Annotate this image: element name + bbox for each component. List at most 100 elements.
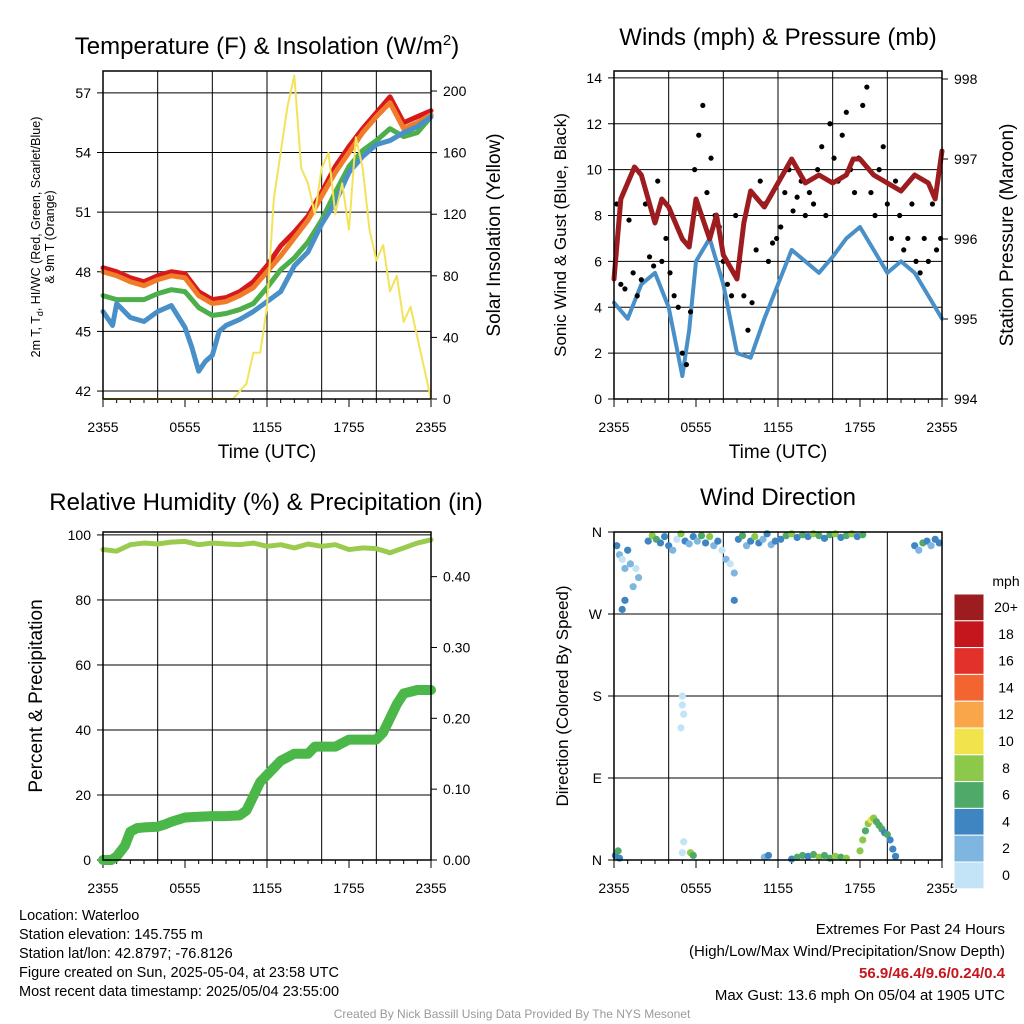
legend-label: 12 xyxy=(998,706,1014,722)
direction-point xyxy=(804,852,812,860)
x-tick-label: 1155 xyxy=(763,419,793,435)
direction-point xyxy=(618,555,626,563)
direction-point xyxy=(815,853,823,861)
winds-xlabel: Time (UTC) xyxy=(729,442,828,463)
gust-point xyxy=(749,300,755,306)
direction-point xyxy=(771,537,779,545)
y2-tick-label: 40 xyxy=(443,329,459,345)
gust-point xyxy=(802,212,808,219)
gust-point xyxy=(671,293,677,299)
temp-ylabel-left-2: & 9m T (Orange) xyxy=(43,190,57,283)
gust-point xyxy=(864,84,870,90)
gust-point xyxy=(745,327,751,333)
direction-point xyxy=(891,852,900,860)
x-tick-label: 1155 xyxy=(763,880,793,896)
direction-point xyxy=(889,845,897,853)
direction-point xyxy=(820,851,829,860)
gust-point xyxy=(884,201,890,207)
gust-point xyxy=(774,235,780,242)
x-tick-label: 1755 xyxy=(844,880,875,896)
speed-legend: mph 20+ 18 16 14 12 10 8 6 4 2 0 xyxy=(953,573,1020,890)
direction-point xyxy=(726,560,734,568)
temp-series-line xyxy=(100,114,434,319)
direction-point xyxy=(680,710,688,718)
legend-swatch xyxy=(953,781,985,809)
direction-point xyxy=(678,692,686,700)
x-tick-label: 1755 xyxy=(844,419,875,435)
y-tick-label: 54 xyxy=(75,145,91,161)
y2-tick-label: 0.40 xyxy=(443,569,470,585)
y-tick-label: 60 xyxy=(75,657,91,673)
y2-tick-label: 995 xyxy=(954,311,978,327)
gust-point xyxy=(769,240,776,246)
info-created: Figure created on Sun, 2025-05-04, at 23… xyxy=(19,965,339,981)
gust-point xyxy=(876,167,882,173)
y2-tick-label: 120 xyxy=(443,206,467,222)
gust-point xyxy=(827,121,833,127)
station-info: Location: Waterloo Station elevation: 14… xyxy=(19,907,339,1002)
direction-point xyxy=(837,853,845,861)
direction-point xyxy=(730,596,738,604)
y2-tick-label: 996 xyxy=(954,231,978,247)
gust-point xyxy=(778,224,784,230)
dir-ylabel-left: Direction (Colored By Speed) xyxy=(553,585,572,806)
y2-tick-label: 80 xyxy=(443,268,459,284)
winds-ylabel-right: Station Pressure (Maroon) xyxy=(997,124,1018,347)
direction-point xyxy=(689,851,697,860)
winds-title: Winds (mph) & Pressure (mb) xyxy=(619,24,936,51)
direction-point xyxy=(793,853,801,861)
gust-point xyxy=(687,309,694,315)
gust-point xyxy=(655,178,661,184)
gust-point xyxy=(700,102,706,109)
y-tick-label: 57 xyxy=(75,85,91,101)
direction-point xyxy=(718,546,726,554)
direction-point xyxy=(820,534,829,542)
direction-point xyxy=(861,827,870,835)
info-latlon: Station lat/lon: 42.8797; -76.8126 xyxy=(19,946,233,962)
info-recent: Most recent data timestamp: 2025/05/04 2… xyxy=(19,984,340,1000)
y-tick-label: 8 xyxy=(594,208,602,224)
extremes-subtitle: (High/Low/Max Wind/Precipitation/Snow De… xyxy=(689,943,1005,960)
gust-point xyxy=(753,247,759,253)
y-tick-label: 10 xyxy=(586,162,602,178)
direction-point xyxy=(777,535,785,543)
x-tick-label: 1155 xyxy=(252,880,282,896)
legend-swatch xyxy=(953,593,985,622)
legend-swatch xyxy=(953,700,985,729)
direction-point xyxy=(799,851,807,860)
direction-point xyxy=(883,830,891,839)
winds-panel: 2355 0555 1155 1755 2355 0 2 4 6 8 10 12 14 994 995 996… xyxy=(586,70,977,435)
y2-tick-label: 0.20 xyxy=(443,710,470,726)
direction-point xyxy=(751,532,759,541)
legend-swatch xyxy=(953,620,985,649)
y2-tick-label: 0.30 xyxy=(443,639,470,655)
direction-point xyxy=(886,836,894,844)
x-tick-label: 2355 xyxy=(87,880,118,896)
y-tick-label: 42 xyxy=(75,383,91,399)
direction-point xyxy=(831,852,840,860)
x-tick-label: 1155 xyxy=(252,419,282,435)
direction-point xyxy=(626,560,635,568)
direction-point xyxy=(693,537,701,545)
direction-point xyxy=(809,850,818,859)
legend-swatch xyxy=(953,673,985,702)
y-tick-label: 2 xyxy=(594,345,602,361)
y-tick-label: 51 xyxy=(75,204,91,220)
temp-title: Temperature (F) & Insolation (W/m2) xyxy=(75,32,459,60)
x-tick-label: 0555 xyxy=(169,880,200,896)
gust-point xyxy=(909,201,915,207)
direction-point xyxy=(621,564,629,573)
gust-point xyxy=(860,102,866,109)
temp-ylabel-right: Solar Insolation (Yellow) xyxy=(484,133,505,336)
gust-point xyxy=(843,109,849,115)
y-tick-label: 0 xyxy=(594,391,602,407)
y2-tick-label: 0.10 xyxy=(443,781,470,797)
y-tick-label: 45 xyxy=(75,323,91,339)
y-tick-label: 0 xyxy=(83,852,91,868)
precipitation-line xyxy=(98,684,436,865)
pressure-line xyxy=(611,148,945,282)
x-tick-label: 2355 xyxy=(415,880,446,896)
y-tick-label: 14 xyxy=(586,70,602,86)
legend-label: 10 xyxy=(998,733,1014,749)
plot-border xyxy=(102,70,432,400)
